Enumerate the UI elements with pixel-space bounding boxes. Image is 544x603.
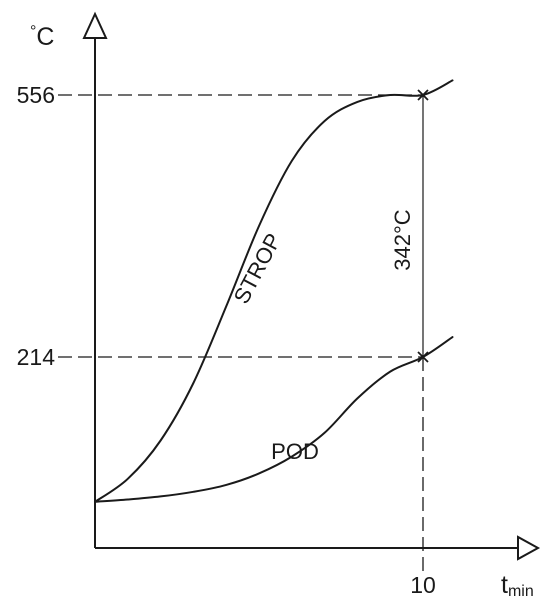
x-marker-556 xyxy=(417,89,429,101)
series-line-strop xyxy=(94,79,454,503)
intersection-markers xyxy=(417,89,429,363)
x-marker-214 xyxy=(417,351,429,363)
y-axis-arrow xyxy=(82,11,108,39)
x-axis-unit: tmin xyxy=(501,571,534,600)
y-axis-unit: °C xyxy=(30,23,54,51)
y-tick-label-214: 214 xyxy=(17,344,56,370)
x-tick-label-10: 10 xyxy=(410,572,436,598)
series-line-pod xyxy=(94,336,454,503)
difference-annotation: 342°C xyxy=(390,209,415,271)
series-label-strop: STROP xyxy=(229,229,287,308)
y-tick-label-556: 556 xyxy=(17,82,55,108)
series-label-pod: POD xyxy=(271,439,319,464)
series-curves xyxy=(94,79,454,503)
x-axis-arrow xyxy=(517,535,541,561)
guide-lines xyxy=(58,94,424,572)
